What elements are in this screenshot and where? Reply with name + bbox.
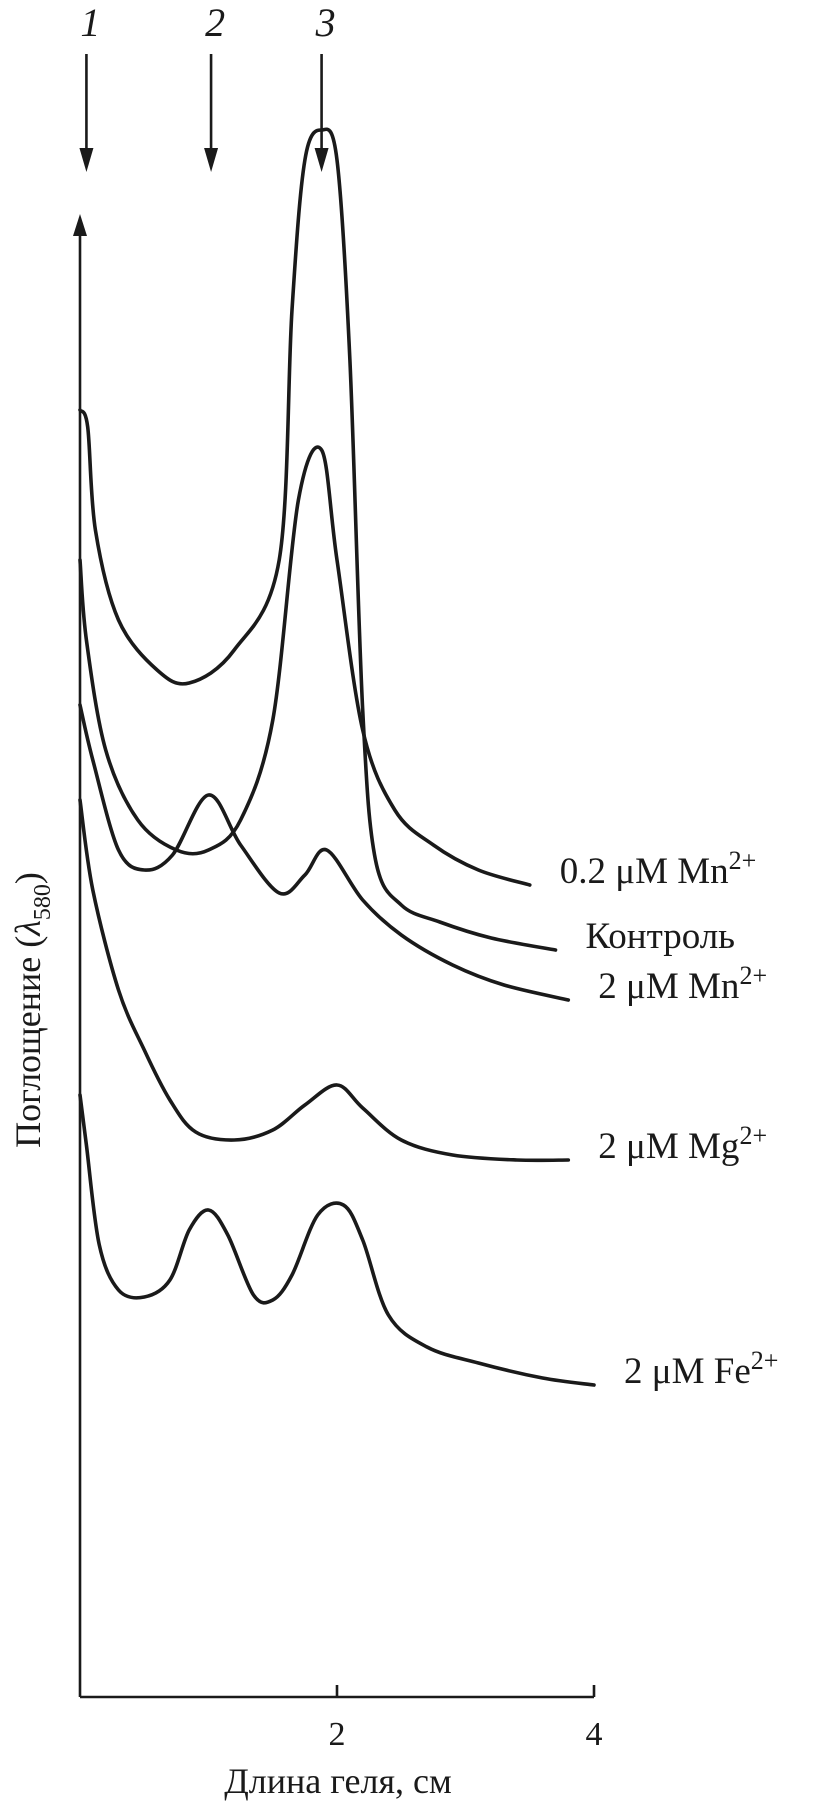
peak-marker-label-2: 2 [205,0,225,45]
y-axis-title-symbol: λ [8,920,48,937]
series-label-superscript-3: 2+ [739,961,767,990]
series-curve-2 [78,445,532,887]
series-label-superscript-5: 2+ [751,1346,779,1375]
y-axis-arrowhead [73,214,87,236]
peak-marker-arrowhead-1 [79,148,94,172]
series-curve-3 [78,703,571,1002]
y-axis-title-close: ) [8,872,48,884]
peak-marker-arrowhead-3 [314,148,329,172]
x-axis-title: Длина геля, см [224,1761,452,1801]
series-label-3: 2 μM Mn2+ [598,961,767,1007]
peak-marker-label-1: 1 [80,0,100,45]
series-label-text-1: Контроль [585,916,735,957]
series-curve-1 [78,127,558,952]
y-axis-title-main: Поглощение ( [8,936,48,1148]
series-label-text-5: 2 μM Fe [624,1351,751,1392]
series-curve-5 [78,1093,596,1387]
series-label-4: 2 μM Mg2+ [598,1121,767,1167]
peak-markers: 1 2 3 [79,0,336,172]
x-tick-label-2: 2 [329,1716,346,1753]
series-label-5: 2 μM Fe2+ [624,1346,778,1392]
series-label-superscript-4: 2+ [739,1121,767,1150]
series-label-2: 0.2 μM Mn2+ [560,846,757,892]
series-label-superscript-2: 2+ [729,846,757,875]
series-curves [78,127,596,1387]
x-tick-label-4: 4 [586,1716,603,1753]
series-label-text-2: 0.2 μM Mn [560,851,729,892]
axes [73,214,594,1699]
series-curve-4 [78,798,571,1163]
peak-marker-label-3: 3 [315,0,336,45]
y-axis-title: Поглощение (λ580) [8,872,56,1148]
peak-marker-arrowhead-2 [204,148,219,172]
y-axis-title-subscript: 580 [30,884,56,920]
series-label-text-4: 2 μM Mg [598,1126,739,1167]
series-label-text-3: 2 μM Mn [598,966,739,1007]
series-label-1: Контроль [585,916,735,957]
